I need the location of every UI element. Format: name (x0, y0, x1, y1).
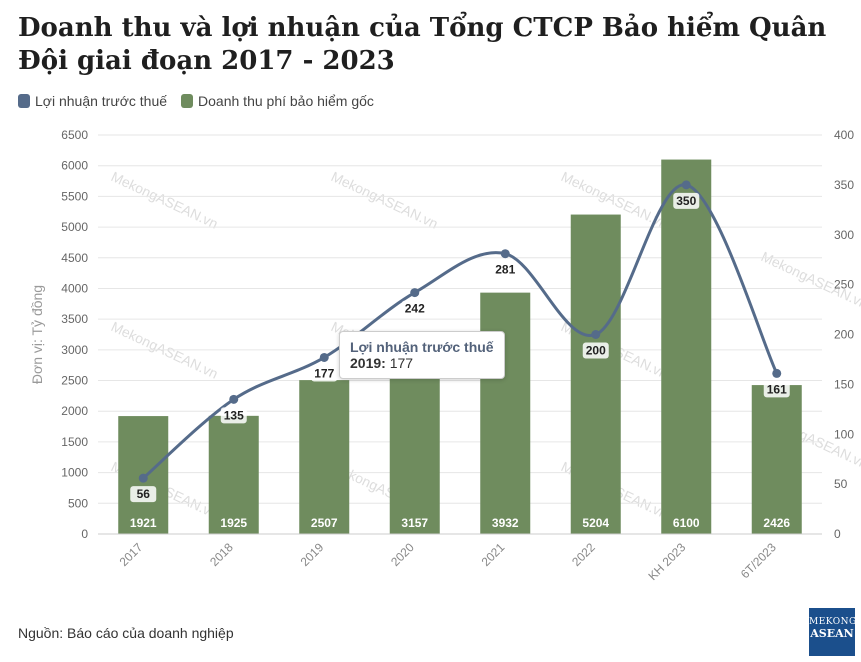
y-left-tick-label: 6500 (61, 128, 88, 142)
profit-value-label: 242 (405, 302, 425, 316)
watermark-text: MekongASEAN.vn (329, 168, 441, 232)
y-right-tick-label: 50 (834, 477, 848, 491)
legend-label-profit: Lợi nhuận trước thuế (35, 93, 168, 109)
y-left-tick-label: 500 (68, 496, 88, 510)
profit-value-label: 350 (676, 194, 696, 208)
tooltip-value: 177 (389, 355, 414, 371)
profit-label-bg (130, 486, 157, 503)
y-left-tick-label: 3500 (61, 312, 88, 326)
y-right-tick-label: 250 (834, 278, 854, 292)
profit-value-label: 177 (314, 366, 334, 380)
y-right-tick-label: 350 (834, 178, 854, 192)
y-left-tick-label: 5500 (61, 189, 88, 203)
y-left-tick-label: 1500 (61, 435, 88, 449)
profit-value-label: 135 (224, 408, 244, 422)
bar-value-label: 1925 (220, 516, 247, 530)
profit-value-label: 161 (767, 382, 787, 396)
bar (480, 292, 531, 534)
y-left-tick-label: 2500 (61, 374, 88, 388)
legend-label-revenue: Doanh thu phí bảo hiểm gốc (198, 93, 374, 109)
bar-value-label: 6100 (673, 516, 700, 530)
profit-point (229, 394, 239, 404)
x-tick-label: 2019 (298, 540, 327, 569)
profit-label-bg (311, 365, 338, 382)
tooltip-title: Lợi nhuận trước thuế (350, 339, 494, 355)
y-left-tick-label: 4500 (61, 251, 88, 265)
logo-line-2: ASEAN (810, 627, 854, 640)
bar-value-label: 1921 (130, 516, 157, 530)
profit-point (681, 180, 691, 190)
y-left-tick-label: 6000 (61, 159, 88, 173)
profit-value-label: 281 (495, 263, 515, 277)
y-right-tick-label: 0 (834, 527, 841, 541)
profit-label-bg (673, 192, 700, 209)
profit-value-label: 200 (586, 344, 606, 358)
y-left-tick-label: 5000 (61, 220, 88, 234)
y-left-tick-label: 4000 (61, 281, 88, 295)
chart-legend: Lợi nhuận trước thuế Doanh thu phí bảo h… (18, 93, 374, 109)
source-note: Nguồn: Báo cáo của doanh nghiệp (18, 625, 234, 641)
profit-point (410, 288, 420, 298)
bar-value-label: 3932 (492, 516, 519, 530)
x-tick-label: 2021 (479, 540, 508, 569)
y-right-tick-label: 400 (834, 128, 854, 142)
legend-swatch-revenue (181, 94, 194, 108)
x-tick-label: KH 2023 (645, 540, 688, 583)
legend-swatch-profit (18, 94, 30, 108)
y-left-tick-label: 1000 (61, 466, 88, 480)
bar-value-label: 2426 (763, 516, 790, 530)
watermark-text: MekongASEAN.vn (109, 168, 221, 232)
legend-item-profit[interactable]: Lợi nhuận trước thuế (18, 93, 167, 109)
profit-point (319, 352, 329, 362)
bar (208, 415, 259, 534)
logo-line-1: MEKONG (809, 617, 857, 627)
profit-label-bg (401, 300, 428, 317)
y-left-tick-label: 2000 (61, 404, 88, 418)
profit-label-bg (763, 381, 790, 398)
bar (661, 159, 712, 535)
legend-item-revenue[interactable]: Doanh thu phí bảo hiểm gốc (181, 93, 374, 109)
x-tick-label: 2022 (569, 540, 598, 569)
bar-value-label: 5204 (582, 516, 609, 530)
y-right-tick-label: 150 (834, 377, 854, 391)
bar (751, 385, 802, 534)
y-right-tick-label: 300 (834, 228, 854, 242)
y-left-tick-label: 0 (81, 527, 88, 541)
profit-label-bg (220, 407, 247, 424)
bar-value-label: 3157 (401, 516, 428, 530)
y-axis-title: Đơn vị: Tỷ đồng (29, 285, 45, 384)
profit-label-bg (582, 342, 609, 359)
y-left-tick-label: 3000 (61, 343, 88, 357)
chart-tooltip: Lợi nhuận trước thuế 2019: 177 (339, 331, 505, 379)
mekongasean-logo[interactable]: MEKONG ASEAN (809, 608, 857, 656)
y-right-tick-label: 200 (834, 328, 854, 342)
chart-title: Doanh thu và lợi nhuận của Tổng CTCP Bảo… (18, 13, 827, 76)
bar (299, 380, 350, 534)
profit-point (591, 330, 601, 339)
profit-point (500, 249, 510, 259)
x-tick-label: 6T/2023 (738, 540, 779, 581)
y-right-tick-label: 100 (834, 427, 854, 441)
x-tick-label: 2018 (207, 540, 236, 569)
profit-value-label: 56 (137, 487, 151, 501)
bar-value-label: 2507 (311, 516, 338, 530)
bar (570, 214, 621, 535)
x-tick-label: 2020 (388, 540, 417, 569)
profit-label-bg (492, 261, 519, 278)
profit-point (138, 473, 148, 483)
x-tick-label: 2017 (117, 540, 146, 569)
profit-point (772, 368, 782, 378)
tooltip-label: 2019: (350, 355, 386, 371)
